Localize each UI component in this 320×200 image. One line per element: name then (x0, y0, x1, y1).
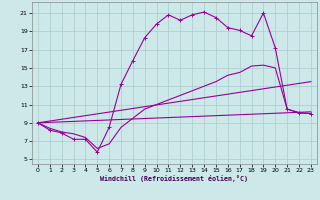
X-axis label: Windchill (Refroidissement éolien,°C): Windchill (Refroidissement éolien,°C) (100, 175, 248, 182)
